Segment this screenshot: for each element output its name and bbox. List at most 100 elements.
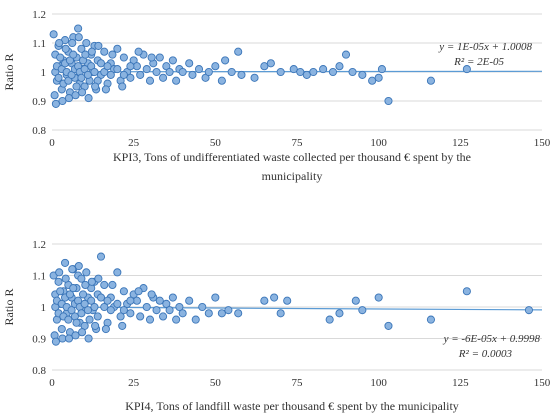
data-point <box>260 296 269 305</box>
data-point <box>462 65 471 74</box>
data-point <box>119 53 128 62</box>
data-point <box>56 53 65 62</box>
data-point <box>103 296 112 305</box>
data-point <box>276 309 285 318</box>
data-point <box>103 62 112 71</box>
data-point <box>462 287 471 296</box>
x-axis-label-line-1: KPI4, Tons of landfill waste per thousan… <box>125 399 459 413</box>
data-point <box>211 293 220 302</box>
data-point <box>82 268 91 277</box>
data-point <box>175 302 184 312</box>
data-point <box>159 73 168 82</box>
data-point <box>82 38 91 48</box>
x-tick-labels: 0 25 50 75 100 125 150 <box>49 377 550 389</box>
data-point <box>87 277 96 286</box>
data-point <box>270 293 279 302</box>
y-tick-label: 0.9 <box>32 96 46 108</box>
data-point <box>101 324 110 334</box>
y-tick-labels: 0.8 0.9 1 1.1 1.2 <box>32 239 46 377</box>
data-point <box>81 280 90 290</box>
data-point <box>83 306 92 315</box>
x-tick-label: 75 <box>292 377 304 389</box>
data-point <box>377 65 386 74</box>
data-point <box>145 76 155 85</box>
data-point <box>198 302 207 312</box>
data-point <box>64 94 74 103</box>
x-tick-label: 25 <box>128 137 140 149</box>
data-point <box>147 53 156 62</box>
r-squared-label: R² = 2E-05 <box>453 56 504 68</box>
data-point <box>217 309 226 318</box>
data-point <box>227 67 236 77</box>
data-point <box>91 82 100 91</box>
x-tick-label: 125 <box>452 377 469 389</box>
data-point <box>165 67 174 77</box>
data-point <box>61 258 70 267</box>
data-point <box>335 309 344 318</box>
data-point <box>217 76 226 85</box>
y-axis-label: Ratio R <box>2 53 16 90</box>
data-point <box>126 296 135 305</box>
data-point <box>106 306 115 315</box>
data-point <box>108 280 117 290</box>
trendline <box>51 306 543 311</box>
chart-panel-kpi4: 0.8 0.9 1 1.1 1.2 0 25 50 75 100 125 150 Ratio R K… <box>2 239 550 413</box>
data-point <box>152 306 161 315</box>
data-point <box>54 73 63 82</box>
data-point <box>224 306 233 315</box>
data-point <box>335 62 344 71</box>
data-point <box>68 38 77 48</box>
data-point <box>165 306 174 315</box>
data-point <box>178 67 187 77</box>
data-point <box>119 287 128 296</box>
data-point <box>142 65 151 74</box>
data-point <box>374 293 383 302</box>
data-point <box>145 315 155 324</box>
data-point <box>83 70 92 79</box>
data-point <box>77 73 86 82</box>
data-point <box>126 309 135 318</box>
data-point <box>91 321 100 330</box>
data-point <box>185 296 194 305</box>
data-point <box>65 290 75 299</box>
data-points <box>49 24 471 108</box>
data-point <box>119 70 128 79</box>
y-tick-label: 1.1 <box>32 271 46 283</box>
x-axis-label-line-1: KPI3, Tons of undifferentiated waste col… <box>113 150 471 164</box>
trend-equation: y = 1E-05x + 1.0008 <box>438 41 532 53</box>
data-point <box>58 96 67 106</box>
data-point <box>94 274 103 283</box>
data-point <box>374 73 383 82</box>
data-point <box>84 334 93 343</box>
data-point <box>113 44 122 53</box>
data-point <box>56 287 65 296</box>
x-tick-label: 25 <box>128 377 140 389</box>
data-point <box>136 312 145 321</box>
data-point <box>116 312 125 321</box>
y-tick-label: 0.8 <box>32 365 46 377</box>
y-tick-label: 1.1 <box>32 38 46 50</box>
data-point <box>78 290 88 299</box>
data-point <box>49 30 58 39</box>
x-tick-label: 150 <box>534 377 550 389</box>
data-point <box>61 274 70 283</box>
data-point <box>96 252 106 261</box>
data-point <box>188 70 197 79</box>
data-point <box>172 76 181 85</box>
data-point <box>260 62 269 71</box>
data-point <box>74 24 83 33</box>
data-point <box>155 53 164 62</box>
data-point <box>289 65 298 74</box>
data-point <box>134 47 143 56</box>
y-tick-label: 1 <box>41 67 47 79</box>
data-point <box>55 268 64 277</box>
data-point <box>113 299 122 308</box>
x-tick-label: 100 <box>370 377 387 389</box>
data-point <box>155 296 164 305</box>
chart-panel-kpi3: 0.8 0.9 1 1.1 1.2 0 25 50 75 100 125 150 Ratio R K… <box>2 9 550 183</box>
data-point <box>93 312 102 321</box>
data-point <box>100 280 109 290</box>
data-point <box>94 41 103 50</box>
trendline-group <box>51 306 543 311</box>
data-point <box>358 306 367 315</box>
